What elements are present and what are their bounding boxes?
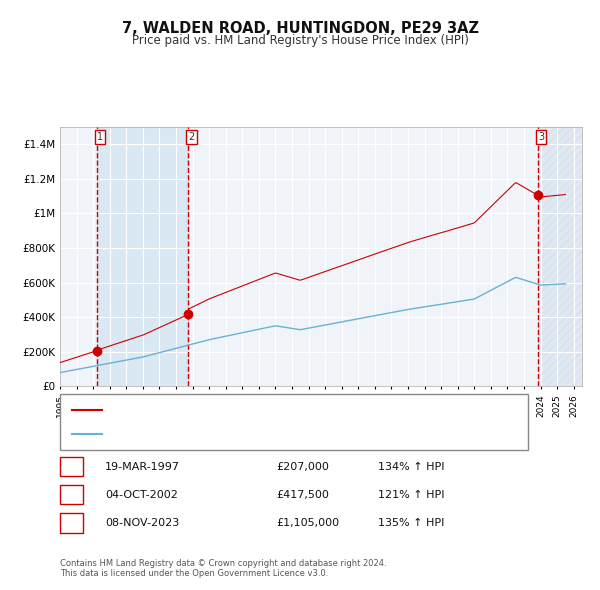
Text: 121% ↑ HPI: 121% ↑ HPI [378, 490, 445, 500]
Text: 7, WALDEN ROAD, HUNTINGDON, PE29 3AZ (detached house): 7, WALDEN ROAD, HUNTINGDON, PE29 3AZ (de… [105, 405, 398, 414]
Text: 08-NOV-2023: 08-NOV-2023 [105, 519, 179, 528]
Text: £1,105,000: £1,105,000 [276, 519, 339, 528]
Text: HPI: Average price, detached house, Huntingdonshire: HPI: Average price, detached house, Hunt… [105, 430, 359, 439]
Text: 19-MAR-1997: 19-MAR-1997 [105, 462, 180, 471]
Text: 1: 1 [68, 462, 75, 471]
Text: 04-OCT-2002: 04-OCT-2002 [105, 490, 178, 500]
Text: 2: 2 [68, 490, 75, 500]
Text: Contains HM Land Registry data © Crown copyright and database right 2024.
This d: Contains HM Land Registry data © Crown c… [60, 559, 386, 578]
Bar [538, 127, 582, 386]
Text: 134% ↑ HPI: 134% ↑ HPI [378, 462, 445, 471]
Text: 1: 1 [97, 132, 103, 142]
Text: 2: 2 [188, 132, 194, 142]
Text: Price paid vs. HM Land Registry's House Price Index (HPI): Price paid vs. HM Land Registry's House … [131, 34, 469, 47]
Text: £207,000: £207,000 [276, 462, 329, 471]
Text: 135% ↑ HPI: 135% ↑ HPI [378, 519, 445, 528]
Text: 7, WALDEN ROAD, HUNTINGDON, PE29 3AZ: 7, WALDEN ROAD, HUNTINGDON, PE29 3AZ [121, 21, 479, 35]
Bar [97, 127, 188, 386]
Text: 3: 3 [68, 519, 75, 528]
Text: 3: 3 [538, 132, 544, 142]
Text: £417,500: £417,500 [276, 490, 329, 500]
